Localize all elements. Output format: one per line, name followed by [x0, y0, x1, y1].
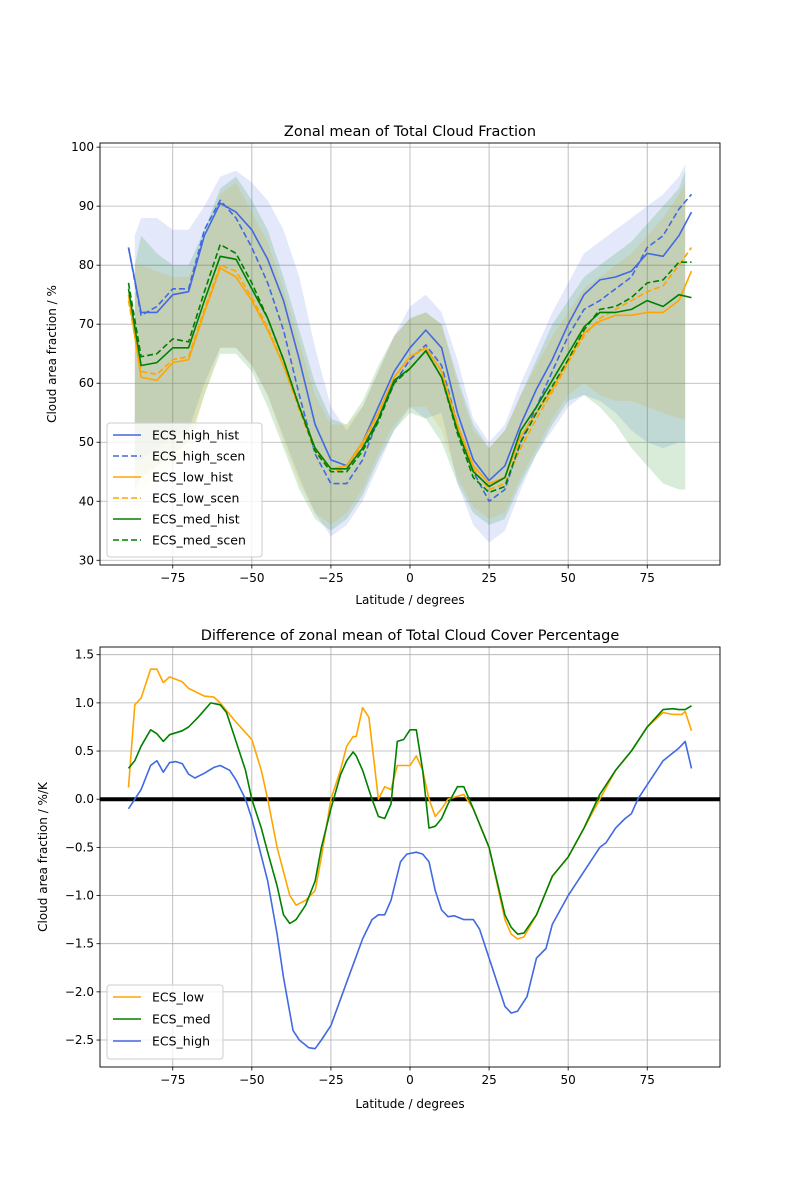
top-plot-frame [99, 142, 721, 566]
x-tick-label: 50 [561, 1073, 576, 1087]
top-y-axis-label: Cloud area fraction / % [45, 285, 59, 423]
x-tick-label: 50 [561, 571, 576, 585]
legend-label: ECS_low [152, 990, 204, 1005]
x-tick-label: 25 [481, 1073, 496, 1087]
series-line-ECS_high_hist [127, 202, 693, 482]
legend-label: ECS_high_scen [152, 449, 245, 464]
legend-box [106, 422, 263, 558]
spread-band [134, 170, 686, 531]
x-tick-label: −50 [239, 1073, 264, 1087]
x-tick-label: −75 [160, 571, 185, 585]
spread-band [134, 182, 686, 525]
y-tick-label: −2.5 [65, 1033, 94, 1047]
y-tick-label: 1.0 [75, 696, 94, 710]
spread-band [134, 164, 686, 543]
x-tick-label: 75 [640, 571, 655, 585]
x-tick-label: −25 [318, 571, 343, 585]
legend-label: ECS_med_scen [152, 533, 246, 548]
bottom-legend: ECS_low ECS_med ECS_high [106, 984, 224, 1060]
bottom-y-axis-label: Cloud area fraction / %/K [36, 781, 50, 932]
y-tick-label: −0.5 [65, 840, 94, 854]
y-tick-label: 80 [79, 258, 94, 272]
y-tick-label: −2.0 [65, 985, 94, 999]
y-tick-label: 0.0 [75, 792, 94, 806]
y-tick-label: 30 [79, 553, 94, 567]
x-tick-label: 0 [406, 571, 414, 585]
top-x-axis-label: Latitude / degrees [355, 593, 464, 607]
x-tick-label: 75 [640, 1073, 655, 1087]
top-axes: Zonal mean of Total Cloud Fraction Latit… [45, 124, 721, 607]
y-tick-label: 70 [79, 317, 94, 331]
series-line-ECS_high [127, 740, 693, 1050]
y-tick-label: 40 [79, 494, 94, 508]
series-line-ECS_med [127, 702, 692, 935]
x-tick-label: −25 [318, 1073, 343, 1087]
y-tick-label: 60 [79, 376, 94, 390]
x-tick-label: −50 [239, 571, 264, 585]
top-legend: ECS_high_hist ECS_high_scen ECS_low_hist EC… [106, 422, 263, 558]
series-line-ECS_high_scen [127, 193, 693, 503]
bottom-x-axis-label: Latitude / degrees [355, 1097, 464, 1111]
legend-label: ECS_med [152, 1012, 211, 1027]
y-tick-label: 50 [79, 435, 94, 449]
y-tick-label: −1.5 [65, 937, 94, 951]
x-tick-label: 25 [481, 571, 496, 585]
y-tick-label: 1.5 [75, 648, 94, 662]
bottom-chart-title: Difference of zonal mean of Total Cloud … [201, 628, 620, 644]
legend-label: ECS_med_hist [152, 512, 240, 527]
legend-label: ECS_high [152, 1034, 210, 1049]
y-tick-label: 100 [71, 140, 94, 154]
top-chart-title: Zonal mean of Total Cloud Fraction [284, 124, 536, 140]
bottom-axes: Difference of zonal mean of Total Cloud … [36, 628, 721, 1111]
x-tick-label: 0 [406, 1073, 414, 1087]
legend-label: ECS_low_scen [152, 491, 239, 506]
y-tick-label: 90 [79, 199, 94, 213]
legend-label: ECS_low_hist [152, 470, 233, 485]
y-tick-label: −1.0 [65, 889, 94, 903]
bottom-plot-frame [99, 646, 721, 1068]
x-tick-label: −75 [160, 1073, 185, 1087]
legend-label: ECS_high_hist [152, 428, 239, 443]
y-tick-label: 0.5 [75, 744, 94, 758]
series-line-ECS_med_scen [127, 243, 692, 494]
series-line-ECS_low_scen [127, 247, 693, 491]
